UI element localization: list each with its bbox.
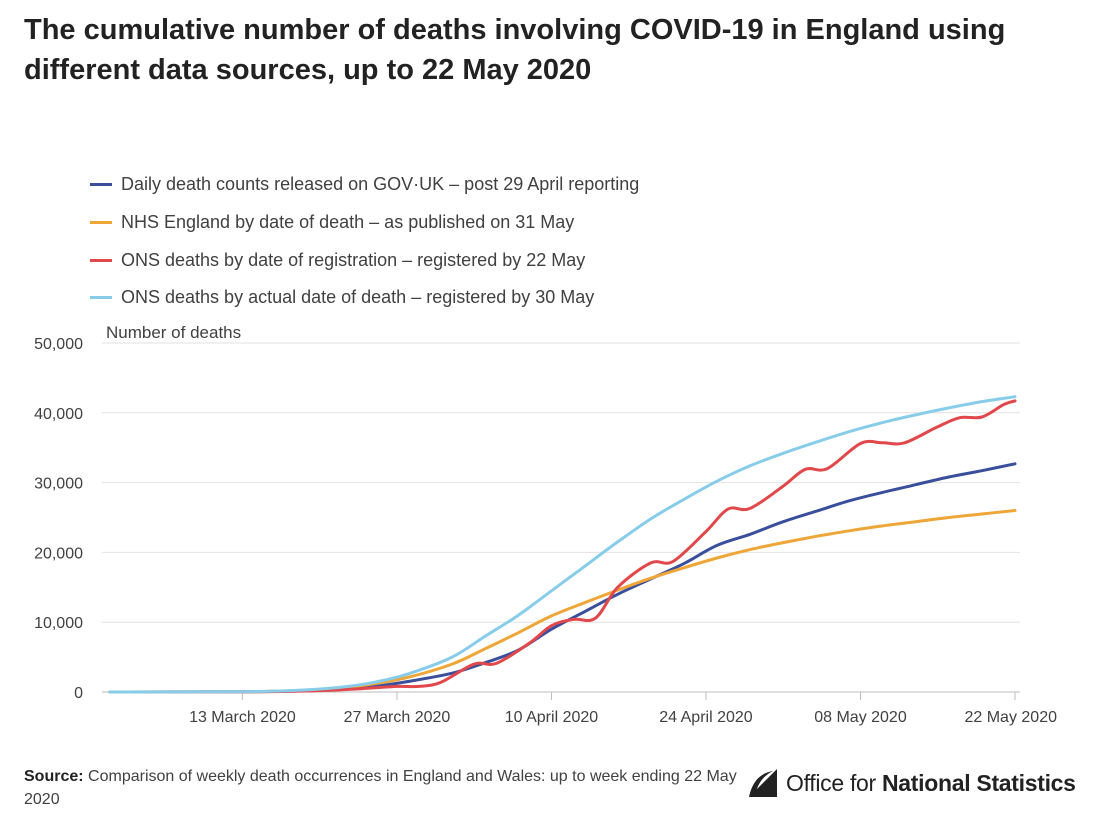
legend-label-ons-registration: ONS deaths by date of registration – reg… bbox=[121, 249, 586, 270]
ons-logo[interactable]: Office for National Statistics bbox=[748, 768, 1076, 798]
y-tick-label: 40,000 bbox=[34, 406, 83, 423]
series-lines bbox=[108, 395, 1017, 694]
line-chart: Number of deaths 0 10,000 20,000 30,000 40,0… bbox=[34, 323, 1057, 726]
x-tick-label: 08 May 2020 bbox=[814, 709, 907, 726]
legend-item-nhs[interactable]: NHS England by date of death – as publis… bbox=[90, 204, 639, 242]
series-line-govuk bbox=[108, 462, 1017, 694]
legend-label-govuk: Daily death counts released on GOV·UK – … bbox=[121, 174, 640, 195]
legend-label-ons-actual: ONS deaths by actual date of death – reg… bbox=[121, 287, 595, 308]
x-axis-ticks: 13 March 2020 27 March 2020 10 April 2020 2… bbox=[189, 692, 1057, 726]
source-text: Comparison of weekly death occurrences i… bbox=[24, 768, 737, 808]
source-label: Source: bbox=[24, 768, 84, 785]
grid-lines bbox=[102, 342, 1020, 693]
series-line-nhs bbox=[108, 509, 1017, 694]
chart-legend: Daily death counts released on GOV·UK – … bbox=[90, 166, 639, 317]
legend-item-ons-registration[interactable]: ONS deaths by date of registration – reg… bbox=[90, 241, 639, 279]
series-line-ons-registration bbox=[108, 399, 1017, 694]
ons-logo-text-bold: National Statistics bbox=[881, 769, 1076, 796]
ons-logo-text: Office for National Statistics bbox=[786, 770, 1076, 797]
ons-logo-text-light: Office for bbox=[786, 769, 876, 796]
chart-title: The cumulative number of deaths involvin… bbox=[24, 14, 1006, 86]
x-tick-label: 10 April 2020 bbox=[505, 709, 599, 726]
y-tick-label: 50,000 bbox=[34, 336, 83, 353]
y-tick-label: 10,000 bbox=[34, 615, 83, 632]
x-tick-label: 22 May 2020 bbox=[964, 709, 1057, 726]
y-tick-label: 0 bbox=[74, 685, 83, 702]
y-axis-label: Number of deaths bbox=[106, 323, 241, 342]
legend-item-govuk[interactable]: Daily death counts released on GOV·UK – … bbox=[90, 166, 639, 204]
source-note: Source: Comparison of weekly death occur… bbox=[24, 765, 744, 811]
ons-logo-icon bbox=[749, 769, 777, 797]
x-tick-label: 24 April 2020 bbox=[659, 709, 753, 726]
legend-label-nhs: NHS England by date of death – as publis… bbox=[121, 212, 575, 233]
x-tick-label: 27 March 2020 bbox=[344, 709, 451, 726]
y-axis-ticks: 0 10,000 20,000 30,000 40,000 50,000 bbox=[34, 336, 83, 702]
legend-item-ons-actual[interactable]: ONS deaths by actual date of death – reg… bbox=[90, 279, 639, 317]
legend-swatch-govuk bbox=[90, 183, 112, 187]
x-tick-label: 13 March 2020 bbox=[189, 709, 296, 726]
series-line-ons-actual bbox=[108, 395, 1017, 694]
y-tick-label: 30,000 bbox=[34, 476, 83, 493]
legend-swatch-ons-actual bbox=[90, 296, 112, 300]
legend-swatch-ons-registration bbox=[90, 258, 112, 262]
y-tick-label: 20,000 bbox=[34, 545, 83, 562]
legend-swatch-nhs bbox=[90, 221, 112, 225]
